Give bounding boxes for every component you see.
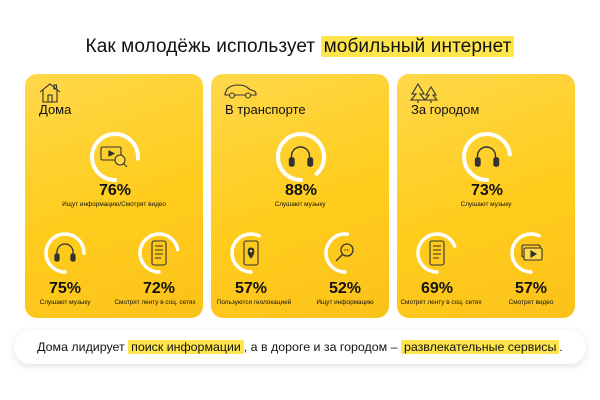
main-stat-value: 76%: [98, 182, 132, 199]
phone-location-icon: [243, 240, 259, 266]
stat-label: Слушают музыку: [39, 299, 91, 306]
card-title: Дома: [39, 102, 72, 117]
main-stat-value: 88%: [284, 182, 318, 199]
progress-arc: [44, 232, 86, 274]
main-stat-label: Ищут информацию/Смотрят видео: [62, 201, 166, 208]
progress-arc: [510, 232, 552, 274]
main-stat-label: Слушают музыку: [274, 201, 326, 208]
main-stat-value: 73%: [470, 182, 504, 199]
video-icon: [521, 244, 543, 261]
stat-value: 69%: [420, 280, 454, 297]
summary-text: Дома лидирует: [37, 340, 129, 354]
stat-ring: [230, 232, 272, 274]
headphones-icon: [474, 146, 500, 167]
phone-feed-icon: [429, 240, 445, 266]
card-home: Дома 76% Ищут информацию/Смотрят видео 7…: [25, 74, 203, 318]
main-stat-ring: [462, 132, 512, 182]
summary-highlight-search: поиск информации: [128, 340, 244, 354]
summary-text: .: [559, 340, 563, 354]
stat-label: Ищут информацию: [316, 299, 374, 306]
progress-arc: [230, 232, 272, 274]
stat-value: 57%: [234, 280, 268, 297]
trees-icon: [409, 82, 439, 103]
summary-highlight-entertainment: развлекательные сервисы: [400, 340, 560, 354]
stat-value: 72%: [142, 280, 176, 297]
card-title: В транспорте: [225, 102, 306, 117]
summary-text: , а в дороге и за городом –: [243, 340, 401, 354]
progress-arc: [416, 232, 458, 274]
main-stat-ring: [90, 132, 140, 182]
stat-ring: [138, 232, 180, 274]
stat-label: Смотрят ленту в соц. сетях: [400, 299, 482, 306]
car-icon: [224, 84, 257, 99]
stat-value: 75%: [48, 280, 82, 297]
stat-ring: [44, 232, 86, 274]
card-transport: В транспорте 88% Слушают музыку 57% Поль…: [211, 74, 389, 318]
main-stat-label: Слушают музыку: [460, 201, 512, 208]
headphones-icon: [54, 243, 76, 262]
video-search-icon: [100, 146, 128, 168]
stat-ring: [416, 232, 458, 274]
stat-ring: [324, 232, 366, 274]
stat-value: 57%: [514, 280, 548, 297]
page-title: Как молодёжь использует мобильный интерн…: [0, 36, 600, 58]
stat-label: Смотрят видео: [508, 299, 554, 306]
headphones-icon: [288, 146, 314, 167]
card-outside-city: За городом 73% Слушают музыку 69% Смотря…: [397, 74, 575, 318]
progress-arc: [138, 232, 180, 274]
stat-ring: [510, 232, 552, 274]
stat-value: 52%: [328, 280, 362, 297]
progress-arc: [324, 232, 366, 274]
progress-arc: [462, 132, 512, 182]
progress-arc: [90, 132, 140, 182]
progress-arc: [276, 132, 326, 182]
phone-feed-icon: [151, 240, 167, 266]
card-title: За городом: [411, 102, 480, 117]
stat-label: Смотрят ленту в соц. сетях: [114, 299, 196, 306]
stat-label: Пользуются геолокацией: [216, 299, 292, 306]
search-icon: [335, 243, 354, 262]
house-icon: [39, 83, 61, 103]
title-highlight: мобильный интернет: [320, 36, 515, 57]
title-prefix: Как молодёжь использует: [85, 36, 316, 57]
summary-banner: Дома лидирует поиск информации, а в доро…: [14, 330, 586, 364]
main-stat-ring: [276, 132, 326, 182]
